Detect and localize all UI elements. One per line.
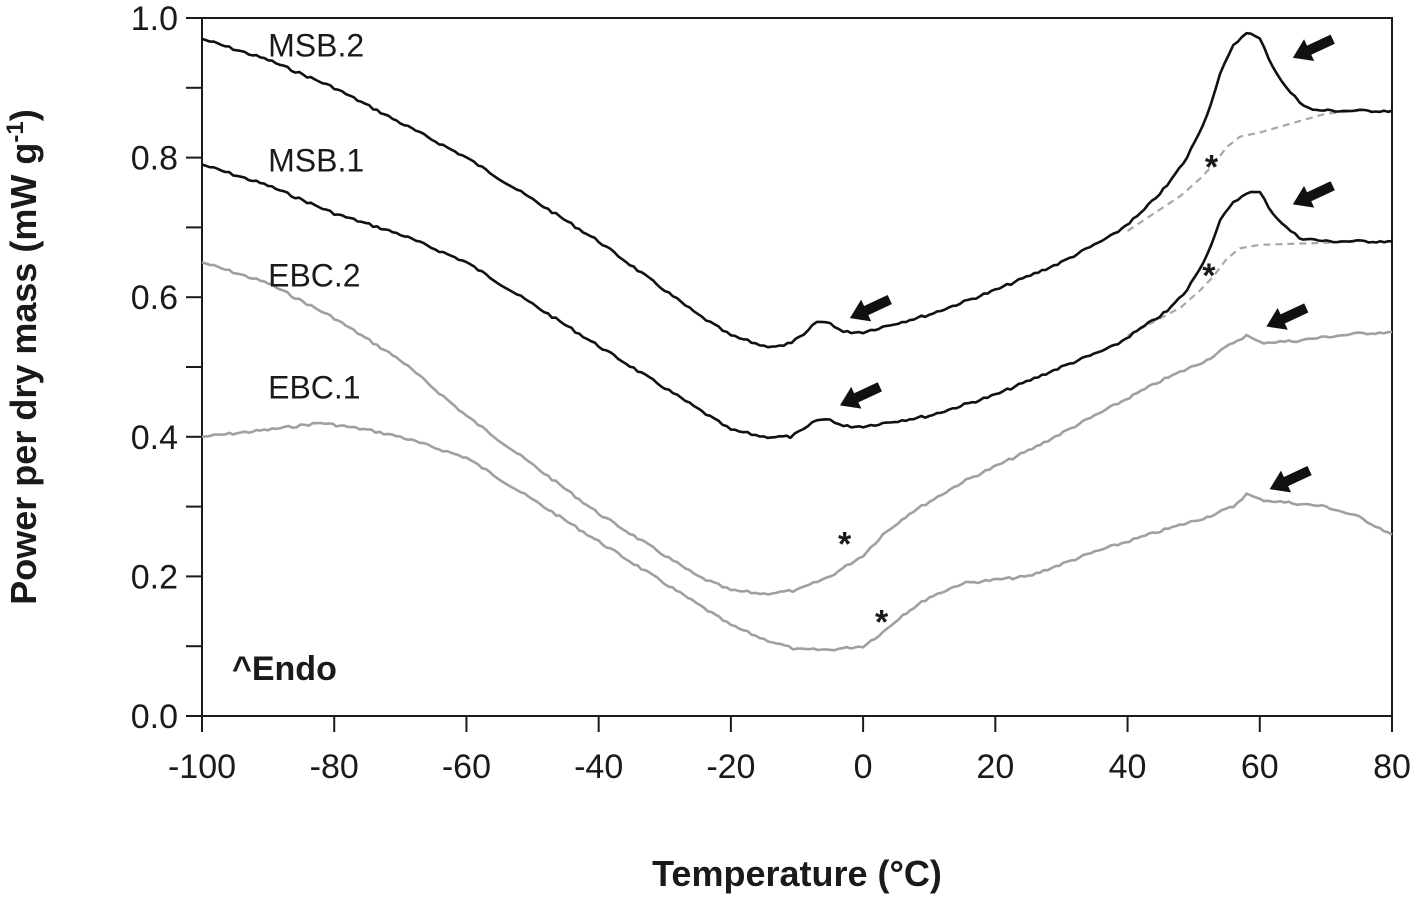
arrow-marker: [1292, 34, 1335, 62]
series-line-ebc-1: [201, 421, 1393, 652]
x-tick-label: 0: [854, 748, 873, 786]
arrow-shape: [1292, 34, 1335, 62]
tick-labels: 0.0 0.2 0.4 0.6 0.8 1.0 -100 -80 -60 -40 -20 0 20 40 6…: [131, 0, 1411, 786]
series-label: EBC.2: [268, 258, 360, 294]
series-line-msb-1: [201, 163, 1393, 440]
tick-marks: [186, 17, 1393, 732]
y-axis-title-close: ): [3, 109, 44, 121]
arrow-shape: [1269, 466, 1312, 493]
y-tick-label: 0.0: [131, 698, 178, 736]
arrow-shape: [1292, 181, 1335, 208]
y-tick-label: 1.0: [131, 0, 178, 38]
y-tick-label: 0.6: [131, 279, 178, 317]
series-lines: [201, 31, 1393, 652]
arrows: [839, 34, 1335, 493]
asterisk-mark: *: [838, 526, 852, 564]
x-tick-label: -40: [574, 748, 623, 786]
plot-frame: [201, 17, 1393, 717]
x-tick-label: -20: [706, 748, 755, 786]
asterisk-mark: *: [875, 604, 889, 642]
asterisk-mark: *: [1202, 257, 1216, 295]
x-tick-label: -100: [168, 748, 236, 786]
arrow-shape: [839, 382, 882, 409]
x-tick-label: 20: [976, 748, 1014, 786]
series-label: MSB.2: [268, 27, 364, 63]
x-tick-label: -80: [310, 748, 359, 786]
arrow-marker: [839, 382, 882, 409]
y-axis-title: Power per dry mass (mW g-1): [2, 109, 45, 604]
y-tick-label: 0.2: [131, 558, 178, 596]
asterisks: * * * *: [838, 149, 1219, 642]
arrow-shape: [1266, 303, 1309, 330]
y-axis-title-sup: -1: [2, 121, 29, 142]
y-tick-label: 0.4: [131, 419, 178, 457]
series-label: EBC.1: [268, 369, 360, 405]
arrow-marker: [1269, 466, 1312, 493]
x-tick-label: -60: [442, 748, 491, 786]
baselines: [1126, 109, 1359, 337]
arrow-marker: [1292, 181, 1335, 208]
asterisk-mark: *: [1205, 149, 1219, 187]
y-axis-title-main: Power per dry mass (mW g: [3, 143, 44, 605]
series-line-ebc-2: [201, 261, 1392, 596]
arrow-shape: [849, 295, 892, 322]
x-tick-label: 60: [1241, 748, 1279, 786]
series-line-msb-2: [201, 31, 1393, 349]
baseline-line: [1127, 240, 1359, 337]
x-axis-title: Temperature (°C): [652, 853, 942, 894]
x-tick-label: 80: [1373, 748, 1411, 786]
series-label: MSB.1: [268, 143, 364, 179]
x-tick-label: 40: [1109, 748, 1147, 786]
baseline-line: [1126, 109, 1359, 232]
endo-annotation: ^Endo: [232, 650, 337, 688]
series-labels: MSB.2 MSB.1 EBC.2 EBC.1: [268, 27, 364, 405]
arrow-marker: [1266, 303, 1309, 330]
arrow-marker: [849, 295, 892, 322]
y-tick-label: 0.8: [131, 140, 178, 178]
